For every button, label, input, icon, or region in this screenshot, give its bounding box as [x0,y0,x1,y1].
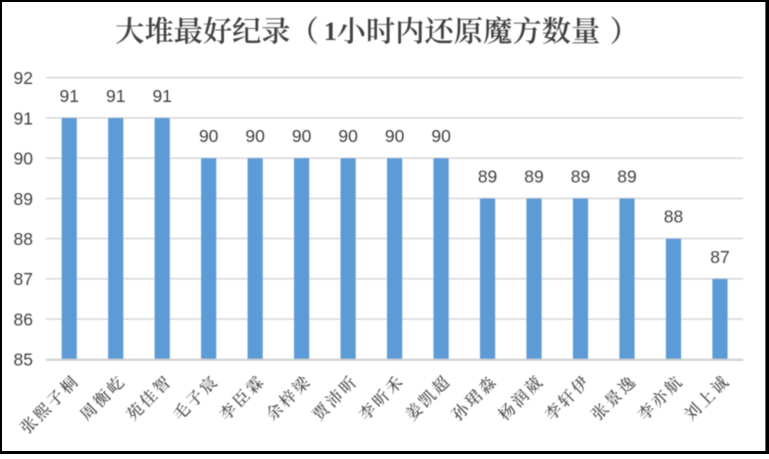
svg-text:89: 89 [617,166,636,186]
svg-text:91: 91 [14,108,33,128]
svg-text:87: 87 [710,247,729,267]
svg-text:87: 87 [14,269,33,289]
svg-text:88: 88 [14,229,33,249]
svg-text:85: 85 [14,350,33,370]
svg-text:92: 92 [14,68,33,88]
svg-text:91: 91 [60,86,79,106]
svg-text:90: 90 [245,126,265,146]
svg-text:89: 89 [478,166,497,186]
svg-text:91: 91 [152,86,171,106]
svg-text:86: 86 [14,309,33,329]
svg-text:90: 90 [338,126,358,146]
svg-text:1: 1 [324,17,337,46]
svg-text:90: 90 [385,126,405,146]
svg-text:90: 90 [431,126,451,146]
svg-text:90: 90 [292,126,312,146]
svg-text:88: 88 [664,207,683,227]
svg-text:89: 89 [14,189,33,209]
svg-text:91: 91 [106,86,125,106]
svg-text:90: 90 [199,126,219,146]
svg-text:89: 89 [524,166,543,186]
svg-text:89: 89 [571,166,590,186]
svg-text:90: 90 [14,149,34,169]
